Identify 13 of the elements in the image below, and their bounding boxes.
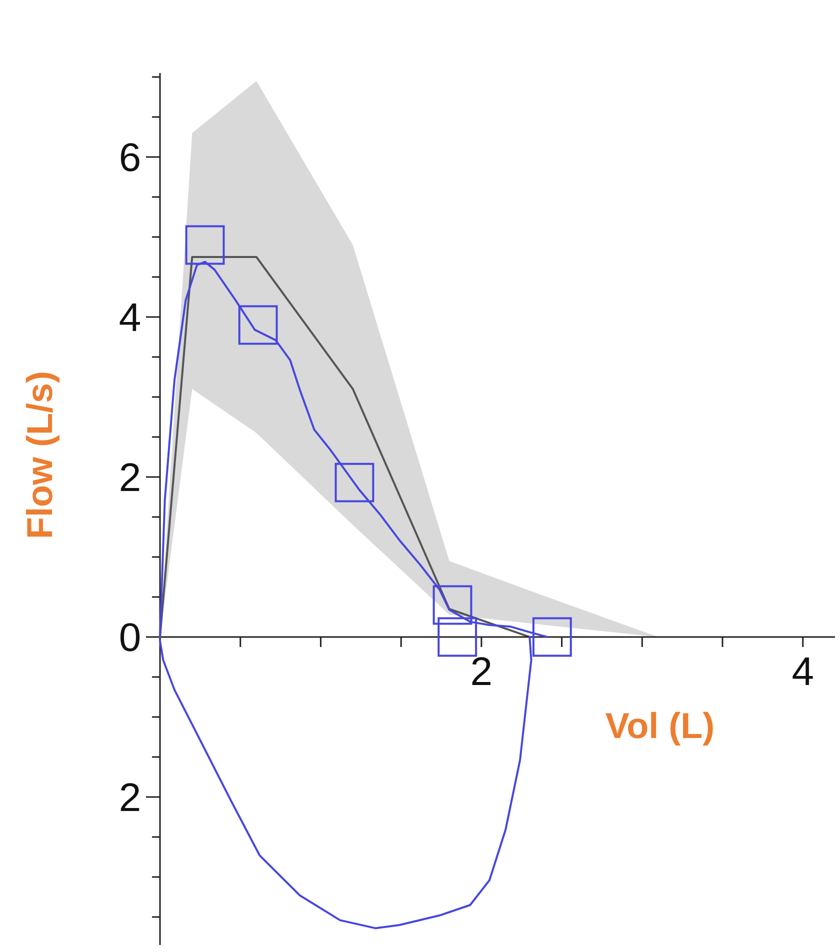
- y-axis-title: Flow (L/s): [19, 371, 60, 539]
- y-tick-label: 4: [118, 296, 142, 340]
- point: [432, 585, 472, 625]
- point: [238, 305, 278, 345]
- point: [532, 617, 572, 657]
- y-tick-label: 2: [118, 776, 142, 820]
- x-axis-title: Vol (L): [605, 705, 715, 746]
- y-tick-label: 0: [118, 616, 142, 660]
- point: [185, 225, 225, 265]
- y-tick-label: 6: [118, 136, 142, 180]
- y-tick-label: 2: [118, 456, 142, 500]
- point: [438, 617, 478, 657]
- point: [334, 462, 374, 502]
